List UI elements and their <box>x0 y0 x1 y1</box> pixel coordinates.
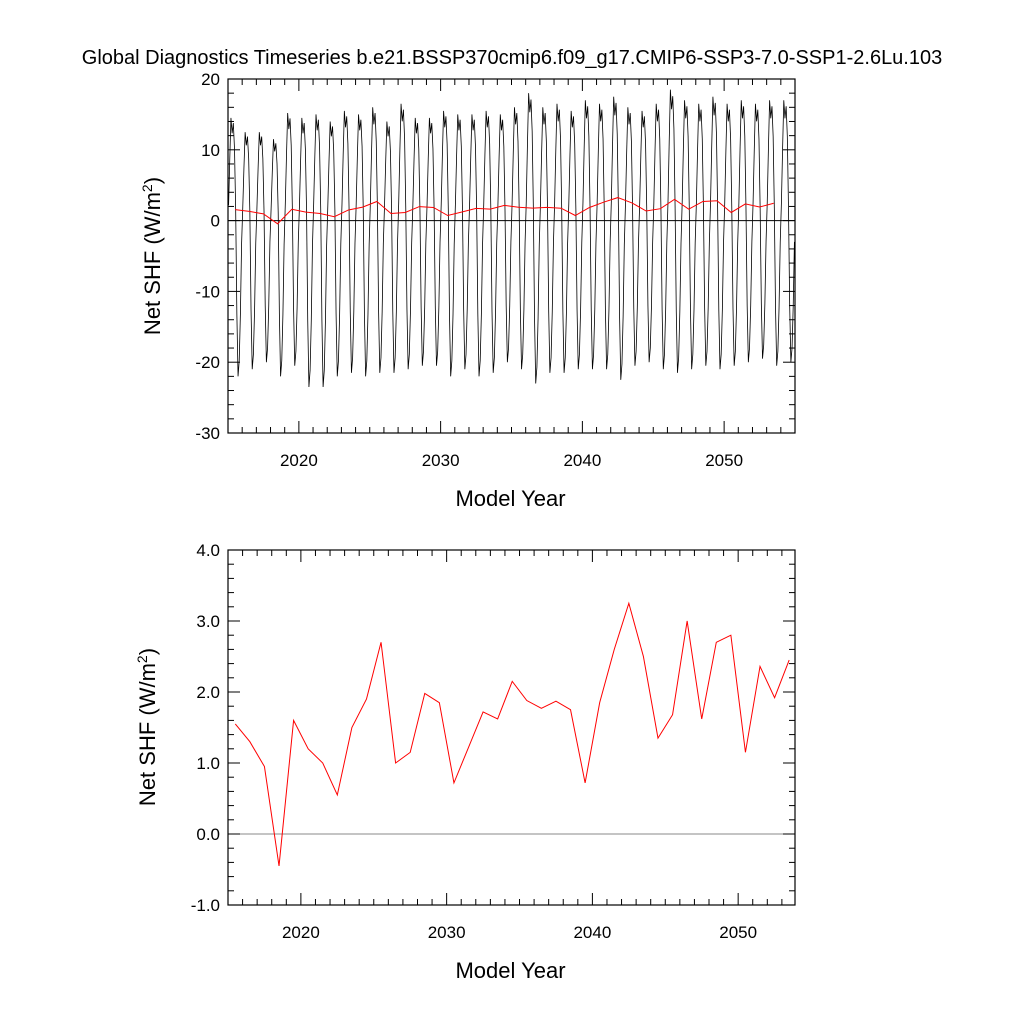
y-tick-label: 2.0 <box>196 683 220 702</box>
y-tick-label: 20 <box>201 70 220 89</box>
y-tick-label: 0 <box>211 212 220 231</box>
top-panel: 2020 2030 2040 2050 -30 -20 -10 0 10 20 Model Year… <box>139 70 796 511</box>
y-axis-label-main: Net SHF (W/m <box>140 192 165 335</box>
chart-title: Global Diagnostics Timeseries b.e21.BSSP… <box>82 47 942 69</box>
x-tick-label: 2030 <box>422 451 460 470</box>
annual-mean-series-line <box>235 197 774 225</box>
x-tick-label: 2050 <box>705 451 743 470</box>
plot-frame <box>227 549 796 906</box>
annual-mean-series-line <box>234 601 790 867</box>
y-axis-label-main: Net SHF (W/m <box>135 663 160 806</box>
x-tick-label: 2040 <box>573 923 611 942</box>
y-tick-label: -10 <box>195 282 220 301</box>
x-tick-label: 2020 <box>280 451 318 470</box>
y-tick-label: -30 <box>195 424 220 443</box>
y-tick-label: 4.0 <box>196 541 220 560</box>
y-tick-label: -1.0 <box>191 896 220 915</box>
x-tick-label: 2030 <box>428 923 466 942</box>
y-tick-label: 3.0 <box>196 612 220 631</box>
monthly-series-line <box>228 89 795 388</box>
x-tick-label: 2020 <box>282 923 320 942</box>
y-axis-label: Net SHF (W/m2) <box>134 648 160 806</box>
y-axis-label-tail: ) <box>135 648 160 655</box>
y-tick-label: -20 <box>195 353 220 372</box>
y-tick-label: 0.0 <box>196 825 220 844</box>
x-axis-label: Model Year <box>455 486 565 511</box>
plot-frame <box>227 78 796 434</box>
y-tick-label: 10 <box>201 141 220 160</box>
bottom-panel: 2020 2030 2040 2050 -1.0 0.0 1.0 2.0 3.0 4.0 Model… <box>134 541 796 983</box>
x-tick-label: 2050 <box>719 923 757 942</box>
y-axis-label: Net SHF (W/m2) <box>139 177 165 335</box>
y-tick-label: 1.0 <box>196 754 220 773</box>
y-axis-label-superscript: 2 <box>134 655 150 663</box>
y-axis-label-tail: ) <box>140 177 165 184</box>
x-axis-label: Model Year <box>455 958 565 983</box>
x-tick-label: 2040 <box>563 451 601 470</box>
y-axis-label-superscript: 2 <box>139 184 155 192</box>
